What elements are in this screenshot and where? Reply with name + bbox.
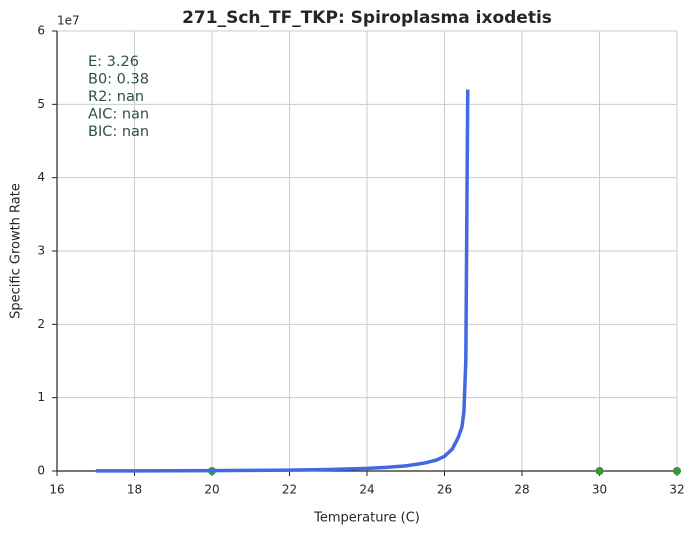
annotation: AIC: nan — [88, 107, 149, 123]
y-tick-label: 0 — [37, 464, 45, 478]
x-tick-label: 24 — [359, 483, 374, 497]
x-tick-label: 28 — [514, 483, 529, 497]
x-axis-label: Temperature (C) — [313, 511, 420, 526]
x-tick-label: 16 — [49, 483, 64, 497]
growth-curve — [95, 89, 470, 473]
x-tick-label: 18 — [127, 483, 142, 497]
x-tick-label: 26 — [437, 483, 452, 497]
data-point — [595, 467, 604, 475]
y-tick-label: 5 — [37, 97, 45, 111]
y-tick-label: 4 — [37, 170, 45, 184]
y-offset-label: 1e7 — [57, 14, 80, 28]
x-tick-label: 30 — [592, 483, 607, 497]
y-axis-label: Specific Growth Rate — [9, 183, 24, 319]
annotation: R2: nan — [88, 89, 144, 105]
annotation: B0: 0.38 — [88, 72, 149, 88]
x-tick-label: 32 — [669, 483, 684, 497]
x-tick-label: 22 — [282, 483, 297, 497]
y-tick-label: 3 — [37, 244, 45, 258]
data-point — [673, 467, 681, 475]
y-tick-label: 2 — [37, 317, 45, 331]
x-tick-label: 20 — [204, 483, 219, 497]
y-tick-label: 1 — [37, 390, 45, 404]
y-tick-label: 6 — [37, 24, 45, 38]
annotation: BIC: nan — [88, 124, 149, 140]
annotation: E: 3.26 — [88, 54, 139, 70]
chart-title: 271_Sch_TF_TKP: Spiroplasma ixodetis — [182, 8, 552, 28]
